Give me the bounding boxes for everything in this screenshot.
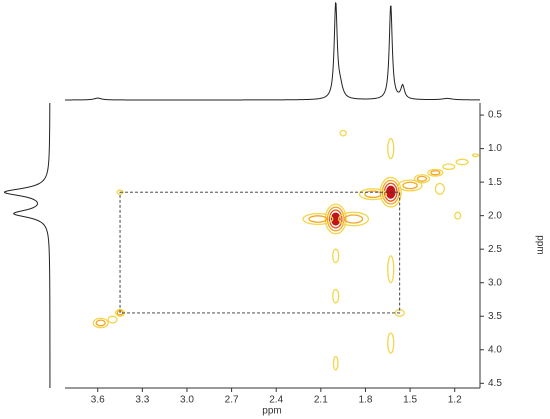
- y-tick-label: 1.0: [488, 143, 502, 154]
- left-projection: [3, 102, 51, 388]
- contour-ring: [358, 188, 387, 201]
- x-tick-label: 1.8: [359, 395, 373, 406]
- contour-ring: [427, 168, 444, 177]
- x-tick-label: 2.1: [314, 395, 328, 406]
- contour-ring: [324, 203, 347, 235]
- x-tick-label: 2.4: [269, 395, 283, 406]
- contour-ring: [471, 153, 480, 158]
- x-tick-label: 3.0: [180, 395, 194, 406]
- contour-ring: [332, 288, 340, 304]
- contour-ring: [95, 319, 106, 327]
- x-tick-label: 1.2: [448, 395, 462, 406]
- contour-ring: [302, 212, 334, 226]
- contour-ring: [339, 129, 347, 137]
- x-tick-label: 2.7: [225, 395, 239, 406]
- contour-ring: [364, 190, 382, 199]
- y-tick-label: 3.5: [488, 311, 502, 322]
- contour-ring: [343, 214, 364, 224]
- contour-ring: [328, 209, 343, 229]
- contour-ring: [416, 175, 428, 182]
- top-projection: [64, 1, 481, 101]
- contour-ring: [413, 174, 431, 184]
- contour-ring: [338, 211, 370, 227]
- x-tick-label: 3.3: [135, 395, 149, 406]
- y-tick-label: 4.5: [488, 378, 502, 389]
- contour-ring: [454, 211, 462, 220]
- y-tick-label: 2.0: [488, 210, 502, 221]
- x-tick-label: 1.5: [403, 395, 417, 406]
- x-tick-label: 3.6: [91, 395, 105, 406]
- contour-ring: [455, 158, 469, 166]
- contour-ring: [332, 355, 339, 371]
- contour-ring: [397, 179, 423, 192]
- contour-ring: [92, 317, 109, 329]
- contour-ring: [308, 215, 328, 223]
- contour-ring: [434, 182, 445, 195]
- highlight-box: [119, 191, 401, 314]
- y-tick-label: 3.0: [488, 277, 502, 288]
- contour-ring: [387, 137, 395, 160]
- contour-ring: [330, 212, 341, 226]
- contour-ring: [430, 170, 441, 176]
- contour-ring: [387, 255, 395, 284]
- contour-ring: [332, 248, 340, 264]
- y-tick-label: 2.5: [488, 244, 502, 255]
- x-axis-label: ppm: [262, 406, 281, 417]
- y-tick-label: 4.0: [488, 344, 502, 355]
- contour-ring: [402, 181, 418, 190]
- contour-ring: [107, 315, 118, 324]
- y-axis-label: ppm: [534, 235, 545, 254]
- y-tick-label: 0.5: [488, 110, 502, 121]
- y-tick-label: 1.5: [488, 177, 502, 188]
- contour-ring: [442, 163, 456, 171]
- contour-ring: [387, 332, 395, 354]
